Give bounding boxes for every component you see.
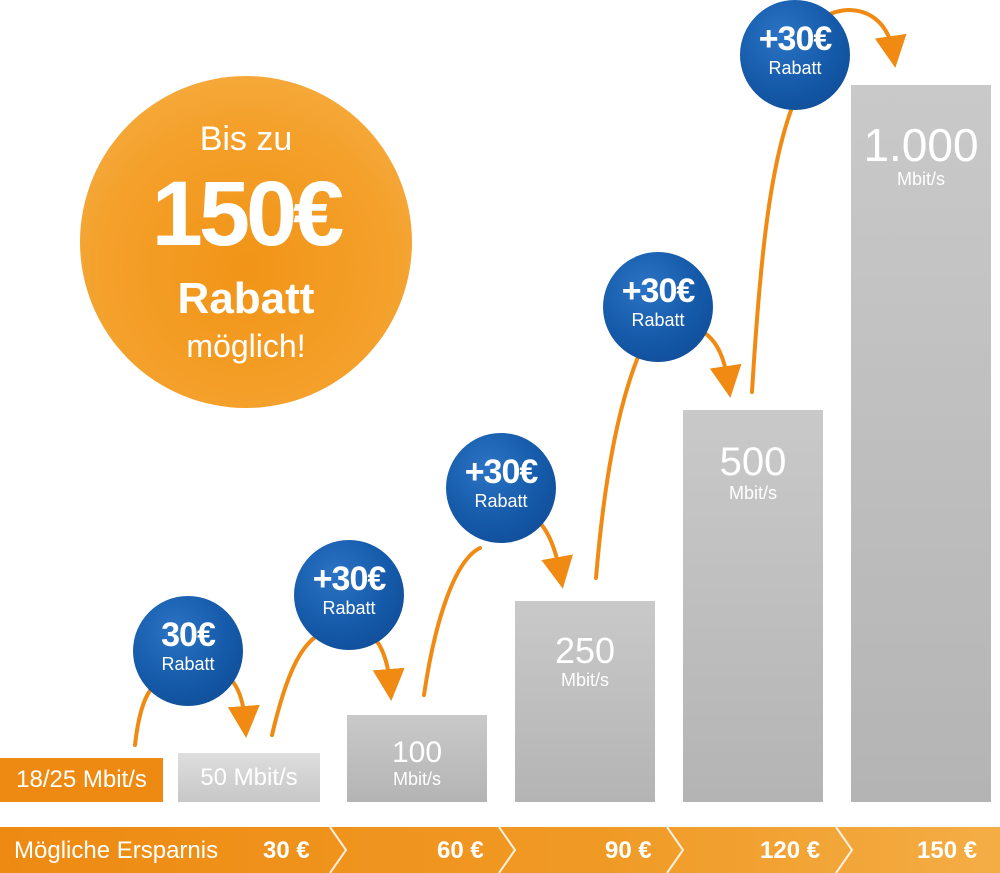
promo-line-3: Rabatt [177,274,315,323]
bar-100 [347,715,487,802]
discount-badge-5: +30€ Rabatt [740,0,850,110]
savings-title: Mögliche Ersparnis [14,837,219,864]
bar-start: 18/25 Mbit/s [0,758,163,802]
bar-500 [683,410,823,802]
bar-value: 100 [391,736,443,769]
savings-value: 150 € [917,837,978,864]
bar-label: 18/25 Mbit/s [16,766,147,793]
badge-amount: +30€ [312,560,387,598]
chevron-separators [329,827,854,873]
savings-value: 90 € [605,837,652,864]
badge-amount: 30€ [161,616,216,654]
bar-unit: Mbit/s [728,483,777,503]
chevron-separator-icon [498,827,517,873]
badge-amount: +30€ [758,20,833,58]
bar-50: 50 Mbit/s [178,753,320,802]
bar-unit: Mbit/s [560,670,609,690]
bar-value: 500 [719,440,787,484]
badge-label: Rabatt [161,654,215,674]
savings-footer: Mögliche Ersparnis 30 € 60 € 90 € 120 € … [0,827,1000,873]
bar-unit: Mbit/s [392,769,441,789]
arrow-path [750,98,797,394]
badge-amount: +30€ [464,453,539,491]
badge-label: Rabatt [631,310,685,330]
arrow-path [422,546,482,697]
bar-label-250: 250 Mbit/s [515,630,655,690]
promo-badge: Bis zu 150€ Rabatt möglich! [80,76,412,408]
discount-badge-3: +30€ Rabatt [446,433,556,543]
savings-value: 120 € [760,837,821,864]
discount-badge-4: +30€ Rabatt [603,252,713,362]
chevron-separator-icon [666,827,685,873]
bar-value: 1.000 [863,119,979,171]
promo-line-1: Bis zu [199,120,293,158]
chevron-separator-icon [329,827,348,873]
badge-label: Rabatt [474,491,528,511]
promo-line-4: möglich! [186,328,306,364]
discount-badge-1: 30€ Rabatt [133,596,243,706]
savings-value: 30 € [263,837,310,864]
bar-label: 50 Mbit/s [200,763,298,791]
badge-label: Rabatt [322,598,376,618]
savings-value: 60 € [437,837,484,864]
arrow-path [828,8,907,68]
chevron-separator-icon [835,827,854,873]
bar-unit: Mbit/s [896,169,945,189]
bar-1000 [851,85,991,802]
arrow-path [594,350,642,580]
bar-250 [515,601,655,802]
discount-badge-2: +30€ Rabatt [294,540,404,650]
badge-label: Rabatt [768,58,822,78]
promo-amount: 150€ [151,163,345,265]
badge-amount: +30€ [621,272,696,310]
bar-label-1000: 1.000 Mbit/s [851,122,991,188]
bar-label-100: 100 Mbit/s [347,736,487,789]
bar-label-500: 500 Mbit/s [683,442,823,502]
bar-value: 250 [554,630,616,671]
